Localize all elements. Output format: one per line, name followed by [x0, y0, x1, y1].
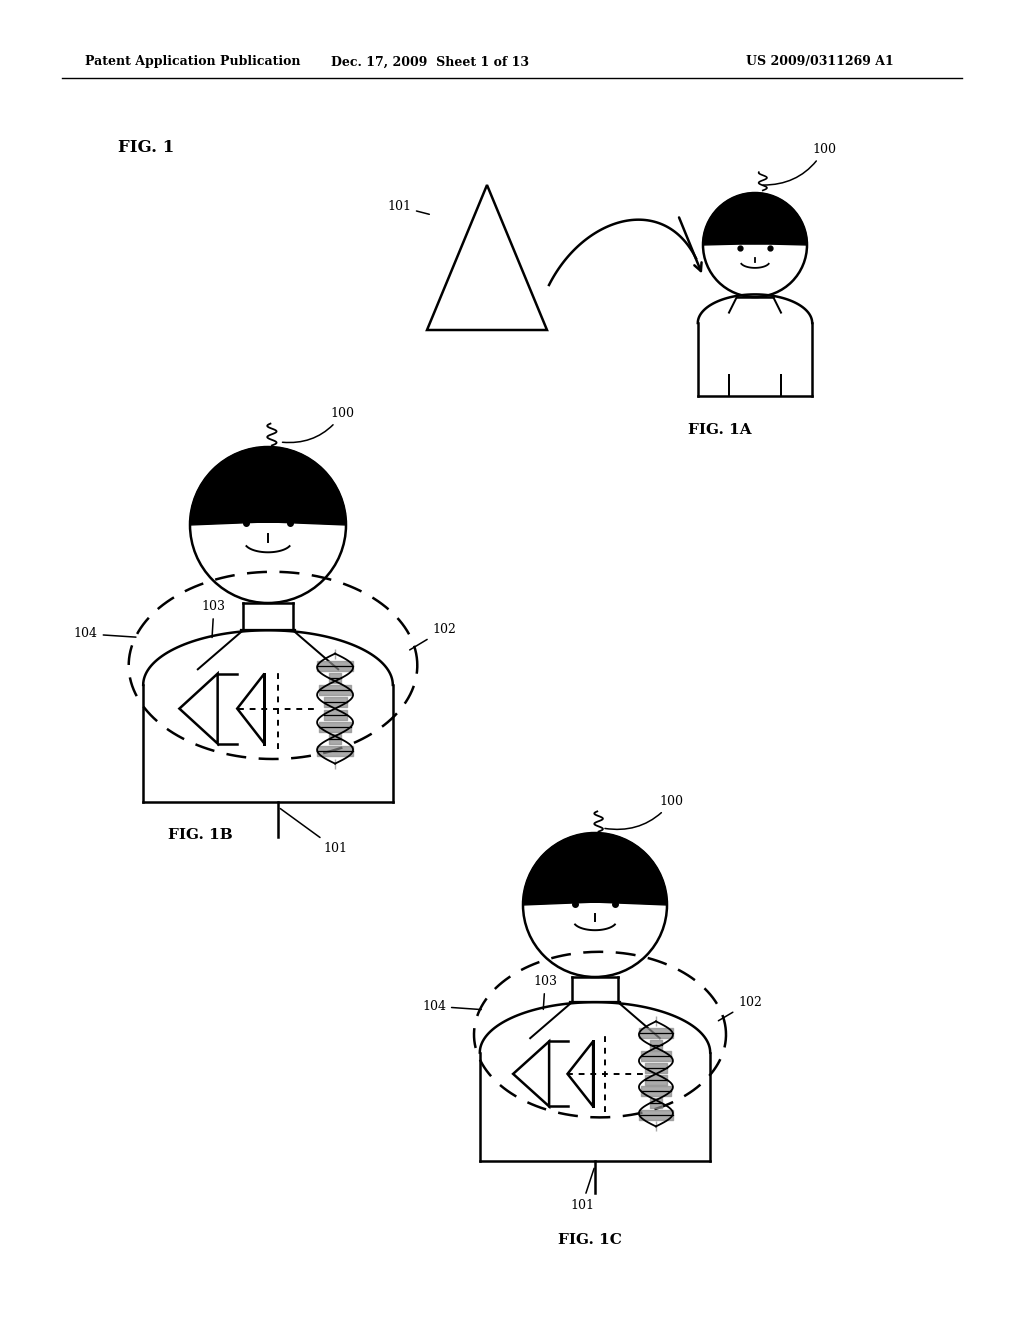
Text: 102: 102 [410, 623, 456, 649]
Text: 100: 100 [763, 143, 837, 185]
Polygon shape [703, 193, 807, 246]
Text: 101: 101 [387, 201, 429, 214]
Text: 100: 100 [605, 795, 684, 829]
Text: FIG. 1: FIG. 1 [118, 140, 174, 157]
Text: FIG. 1C: FIG. 1C [558, 1233, 622, 1247]
Text: Patent Application Publication: Patent Application Publication [85, 55, 300, 69]
Text: FIG. 1A: FIG. 1A [688, 422, 752, 437]
Text: 102: 102 [719, 995, 762, 1020]
Text: 100: 100 [283, 407, 354, 442]
Text: US 2009/0311269 A1: US 2009/0311269 A1 [746, 55, 894, 69]
Text: 103: 103 [202, 601, 226, 638]
Polygon shape [190, 447, 346, 525]
Text: Dec. 17, 2009  Sheet 1 of 13: Dec. 17, 2009 Sheet 1 of 13 [331, 55, 529, 69]
Polygon shape [523, 833, 667, 906]
Text: 101: 101 [281, 809, 347, 855]
Text: FIG. 1B: FIG. 1B [168, 828, 232, 842]
Text: 103: 103 [534, 975, 557, 1010]
Text: 104: 104 [74, 627, 136, 640]
Text: 104: 104 [422, 999, 481, 1012]
Text: 101: 101 [570, 1168, 594, 1212]
